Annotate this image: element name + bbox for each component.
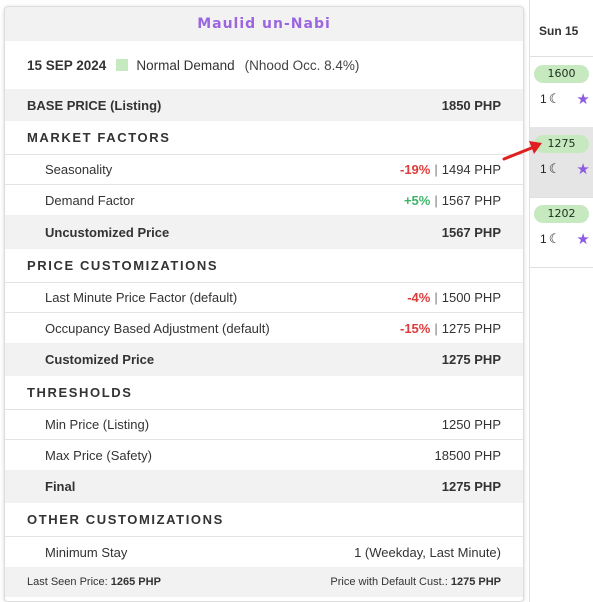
- calendar-gridline: [529, 197, 593, 198]
- calendar-column: [524, 0, 593, 602]
- calendar-day-header: Sun 15: [539, 24, 579, 38]
- calendar-cell[interactable]: 1202 1 ☾ ★: [530, 197, 593, 267]
- separator: |: [434, 192, 438, 208]
- occupancy-label: (Nhood Occ. 8.4%): [244, 57, 360, 73]
- base-price-value: 1850 PHP: [441, 97, 501, 113]
- calendar-cell[interactable]: 1600 1 ☾ ★: [530, 57, 593, 127]
- last-minute-value: -4% | 1500 PHP: [407, 290, 501, 305]
- market-factors-heading: MARKET FACTORS: [5, 121, 523, 155]
- star-icon[interactable]: ★: [576, 231, 590, 248]
- occupancy-adjustment-value: -15% | 1275 PHP: [400, 321, 501, 336]
- date-label: 15 SEP 2024: [27, 57, 107, 73]
- occupancy-adjustment-price: 1275 PHP: [441, 320, 501, 336]
- calendar-cell-selected[interactable]: 1275 1 ☾ ★: [530, 127, 593, 197]
- last-seen-value: 1265 PHP: [110, 576, 161, 588]
- date-row: 15 SEP 2024 Normal Demand (Nhood Occ. 8.…: [5, 41, 523, 89]
- annotation-arrow-icon: [502, 141, 542, 161]
- demand-factor-label: Demand Factor: [45, 192, 135, 208]
- uncustomized-price-value: 1567 PHP: [441, 224, 501, 240]
- price-customizations-heading: PRICE CUSTOMIZATIONS: [5, 249, 523, 283]
- uncustomized-price-label: Uncustomized Price: [45, 224, 170, 240]
- separator: |: [434, 290, 438, 305]
- moon-icon: ☾: [548, 161, 561, 176]
- separator: |: [434, 162, 438, 177]
- last-minute-price: 1500 PHP: [441, 290, 501, 305]
- default-cust-value: 1275 PHP: [450, 576, 501, 588]
- min-price-label: Min Price (Listing): [45, 417, 150, 432]
- uncustomized-price-row: Uncustomized Price 1567 PHP: [5, 215, 523, 249]
- nights-count: 1: [540, 232, 547, 246]
- occupancy-adjustment-label: Occupancy Based Adjustment (default): [45, 320, 270, 336]
- final-price-row: Final 1275 PHP: [5, 470, 523, 503]
- customized-price-row: Customized Price 1275 PHP: [5, 343, 523, 376]
- max-price-value: 18500 PHP: [434, 447, 502, 463]
- minimum-stay-row: Minimum Stay 1 (Weekday, Last Minute): [5, 537, 523, 567]
- max-price-label: Max Price (Safety): [45, 447, 152, 463]
- thresholds-heading: THRESHOLDS: [5, 376, 523, 410]
- customized-price-label: Customized Price: [45, 352, 155, 367]
- nights-count: 1: [540, 92, 547, 106]
- demand-factor-price: 1567 PHP: [441, 192, 501, 208]
- last-minute-pct: -4%: [407, 290, 431, 305]
- min-price-row: Min Price (Listing) 1250 PHP: [5, 410, 523, 440]
- minimum-stay-label: Minimum Stay: [45, 544, 128, 560]
- star-icon[interactable]: ★: [576, 91, 590, 108]
- demand-factor-pct: +5%: [403, 192, 431, 208]
- last-seen-price: Last Seen Price: 1265 PHP: [27, 576, 161, 588]
- customized-price-value: 1275 PHP: [441, 352, 501, 367]
- price-breakdown-popup: Maulid un-Nabi 15 SEP 2024 Normal Demand…: [4, 6, 524, 602]
- popup-title: Maulid un-Nabi: [5, 7, 523, 41]
- min-price-value: 1250 PHP: [441, 417, 501, 432]
- last-seen-label: Last Seen Price:: [27, 576, 108, 588]
- last-minute-label: Last Minute Price Factor (default): [45, 290, 238, 305]
- price-pill[interactable]: 1275: [534, 135, 589, 153]
- demand-factor-row: Demand Factor +5% | 1567 PHP: [5, 185, 523, 215]
- max-price-row: Max Price (Safety) 18500 PHP: [5, 440, 523, 470]
- demand-swatch: [116, 59, 129, 71]
- seasonality-pct: -19%: [399, 162, 431, 177]
- star-icon[interactable]: ★: [576, 161, 590, 178]
- cell-meta: 1 ☾ ★: [540, 91, 590, 108]
- minimum-stay-value: 1 (Weekday, Last Minute): [354, 544, 501, 560]
- final-price-value: 1275 PHP: [441, 479, 501, 494]
- cell-meta: 1 ☾ ★: [540, 231, 590, 248]
- popup-footer: Last Seen Price: 1265 PHP Price with Def…: [5, 567, 523, 597]
- last-minute-row: Last Minute Price Factor (default) -4% | 1…: [5, 283, 523, 313]
- cell-meta: 1 ☾ ★: [540, 161, 590, 178]
- final-price-label: Final: [45, 479, 76, 494]
- calendar-gridline: [529, 56, 593, 57]
- moon-icon: ☾: [548, 231, 561, 246]
- nights-count: 1: [540, 162, 547, 176]
- occupancy-adjustment-pct: -15%: [399, 320, 431, 336]
- calendar-gridline: [529, 267, 593, 268]
- demand-factor-value: +5% | 1567 PHP: [404, 193, 501, 208]
- seasonality-value: -19% | 1494 PHP: [400, 162, 501, 177]
- occupancy-adjustment-row: Occupancy Based Adjustment (default) -15…: [5, 313, 523, 343]
- seasonality-price: 1494 PHP: [441, 162, 501, 177]
- seasonality-row: Seasonality -19% | 1494 PHP: [5, 155, 523, 185]
- seasonality-label: Seasonality: [45, 162, 113, 177]
- price-pill[interactable]: 1202: [534, 205, 589, 223]
- calendar-divider: [529, 0, 530, 602]
- moon-icon: ☾: [548, 91, 561, 106]
- default-cust-label: Price with Default Cust.:: [330, 576, 448, 588]
- separator: |: [434, 320, 438, 336]
- price-pill[interactable]: 1600: [534, 65, 589, 83]
- default-cust-price: Price with Default Cust.: 1275 PHP: [330, 576, 501, 588]
- other-customizations-heading: OTHER CUSTOMIZATIONS: [5, 503, 523, 537]
- base-price-label: BASE PRICE (Listing): [27, 97, 162, 113]
- demand-label: Normal Demand: [136, 57, 235, 73]
- base-price-row: BASE PRICE (Listing) 1850 PHP: [5, 89, 523, 121]
